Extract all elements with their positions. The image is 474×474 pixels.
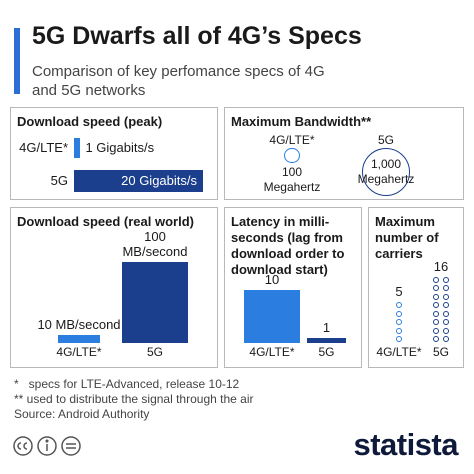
category-label: 5G [50, 173, 68, 188]
category-label: 4G/LTE* [56, 345, 102, 359]
panel [10, 207, 218, 368]
panel [368, 207, 464, 368]
dot [433, 293, 440, 300]
value-label: 20 Gigabits/s [121, 173, 197, 188]
dot [433, 310, 440, 317]
source: Source: Android Authority [14, 407, 150, 421]
value-label: 16 [433, 258, 449, 274]
dot [442, 336, 449, 342]
license-icons [13, 436, 81, 456]
dot [442, 293, 449, 300]
bubble [284, 148, 300, 164]
footnote: * specs for LTE-Advanced, release 10-12 [14, 377, 240, 391]
value-label: 100 Megahertz [263, 165, 321, 195]
bar [122, 262, 188, 343]
category-label: 5G [146, 345, 163, 359]
bar [58, 334, 100, 343]
dot [442, 285, 449, 291]
panel [224, 207, 362, 368]
bubble [362, 148, 410, 196]
title-accent [14, 28, 20, 94]
dot [433, 302, 440, 308]
value-label: 100 MB/second [122, 229, 188, 259]
category-label: 4G/LTE* [19, 140, 68, 155]
page-subtitle: Comparison of key perfomance specs of 4G… [32, 63, 325, 99]
dot [442, 302, 449, 308]
dot [442, 310, 449, 317]
panel [10, 107, 218, 200]
dot [442, 276, 449, 283]
brand-logo: statista [353, 427, 458, 462]
value-label: 5 [395, 284, 403, 299]
dot [442, 327, 449, 334]
dot [396, 319, 402, 325]
panel-title: Latency in milli-seconds (lag from downl… [231, 214, 345, 277]
dot [433, 276, 440, 283]
panel-title: Download speed (peak) [17, 114, 163, 129]
value-label: 1 [322, 319, 331, 335]
dot [433, 327, 440, 334]
category-label: 5G [318, 345, 335, 359]
dot [396, 302, 402, 308]
dot [442, 319, 449, 325]
dot [433, 336, 440, 342]
category-label: 5G [377, 133, 394, 147]
value-label: 10 MB/second [37, 316, 121, 332]
category-label: 4G/LTE* [376, 345, 422, 359]
value-label: 1,000 Megahertz [357, 157, 415, 186]
dot [396, 336, 402, 342]
footnote: ** used to distribute the signal through… [14, 392, 254, 406]
panel-title: Download speed (real world) [17, 214, 194, 229]
category-label: 5G [432, 345, 449, 359]
dot [396, 310, 402, 317]
panel-title: Maximum Bandwidth** [231, 114, 372, 129]
dot [396, 327, 402, 334]
value-label: 10 [264, 272, 280, 287]
bar [74, 138, 81, 158]
page-title: 5G Dwarfs all of 4G’s Specs [32, 22, 362, 50]
dot [433, 285, 440, 291]
bar [307, 337, 346, 343]
bar [244, 290, 300, 343]
bar [74, 170, 203, 192]
category-label: 4G/LTE* [249, 345, 295, 359]
panel-title: Maximum number of carriers [375, 214, 439, 261]
category-label: 4G/LTE* [269, 133, 315, 147]
dot [433, 319, 440, 325]
panel [224, 107, 464, 200]
value-label: 1 Gigabits/s [85, 140, 155, 155]
